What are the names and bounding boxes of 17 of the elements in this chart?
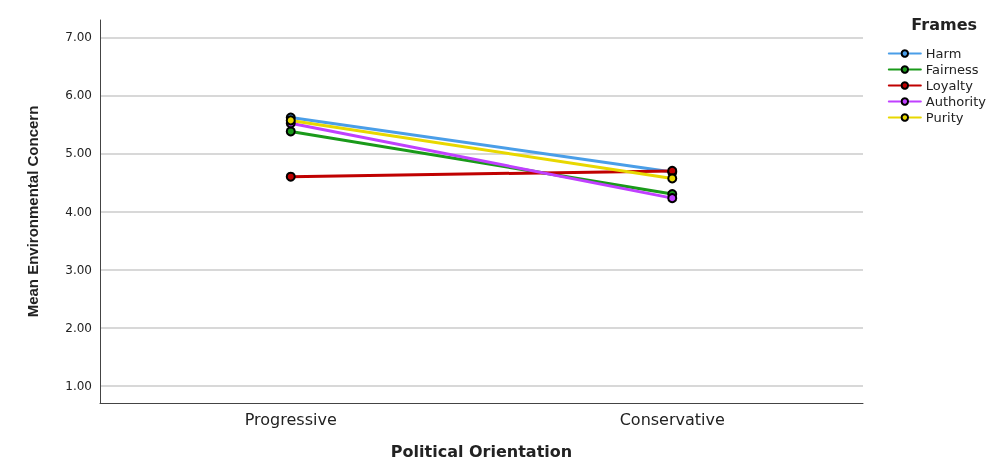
y-tick-label: 4.00 [65, 204, 92, 219]
x-axis-title: Political Orientation [390, 441, 573, 461]
y-tick-label: 2.00 [65, 320, 92, 335]
legend-title: Frames [911, 14, 977, 34]
legend-label: Authority [925, 94, 987, 109]
y-tick-label: 5.00 [65, 146, 92, 161]
y-tick-label: 3.00 [65, 262, 92, 277]
legend-label: Harm [925, 46, 962, 61]
x-tick-label: Progressive [244, 409, 337, 429]
y-tick-label: 6.00 [65, 88, 92, 103]
legend-label: Fairness [925, 62, 979, 77]
legend-label: Purity [925, 110, 964, 125]
y-axis-title: Mean Environmental Concern [24, 105, 41, 318]
y-tick-label: 1.00 [65, 378, 92, 393]
y-tick-label: 7.00 [65, 30, 92, 45]
legend-label: Loyalty [925, 78, 974, 93]
x-tick-label: Conservative [619, 409, 725, 429]
